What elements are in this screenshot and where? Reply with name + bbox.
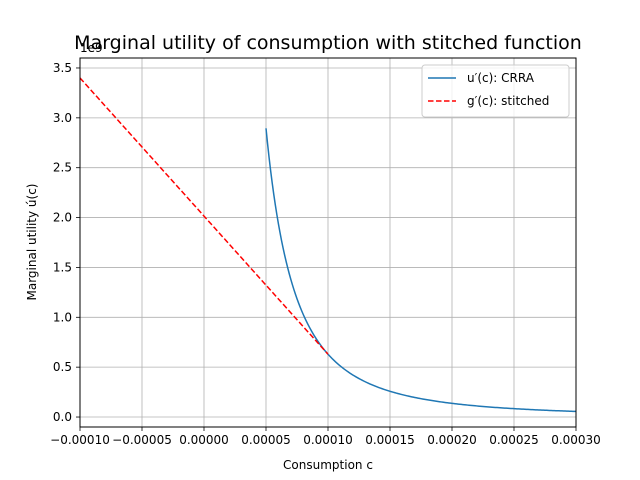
y-tick-label: 0.0 [53,410,72,424]
series-line-stitched [79,77,329,355]
x-tick-label: 0.00015 [365,433,415,447]
legend: u′(c): CRRA g′(c): stitched [421,64,570,118]
y-axis-label: Marginal utility ú(c) [25,184,39,301]
legend-label-crra: u′(c): CRRA [467,71,535,85]
chart-title: Marginal utility of consumption with sti… [74,32,582,54]
y-tick-label: 0.5 [53,360,72,374]
x-tick-label: 0.00005 [241,433,291,447]
x-tick-label: −0.00010 [50,433,110,447]
x-axis: −0.00010 −0.00005 0.00000 0.00005 0.00010 0.0… [50,427,601,447]
legend-label-stitched: g′(c): stitched [467,94,549,108]
y-tick-label: 3.5 [53,61,72,75]
y-tick-label: 1.5 [53,260,72,274]
series-line-crra [265,128,577,413]
x-tick-label: 0.00010 [303,433,353,447]
y-tick-label: 1.0 [53,310,72,324]
series-layer [79,77,577,413]
x-tick-label: 0.00025 [489,433,539,447]
y-axis: 0.0 0.5 1.0 1.5 2.0 2.5 3.0 3.5 [53,61,80,424]
legend-box [421,64,570,118]
x-axis-label: Consumption c [283,458,373,472]
x-tick-label: −0.00005 [112,433,172,447]
y-tick-label: 2.0 [53,211,72,225]
y-tick-label: 3.0 [53,111,72,125]
y-offset-label: 1e9 [80,41,103,55]
y-tick-label: 2.5 [53,161,72,175]
x-tick-label: 0.00020 [427,433,477,447]
x-tick-label: 0.00030 [551,433,601,447]
x-tick-label: 0.00000 [179,433,229,447]
